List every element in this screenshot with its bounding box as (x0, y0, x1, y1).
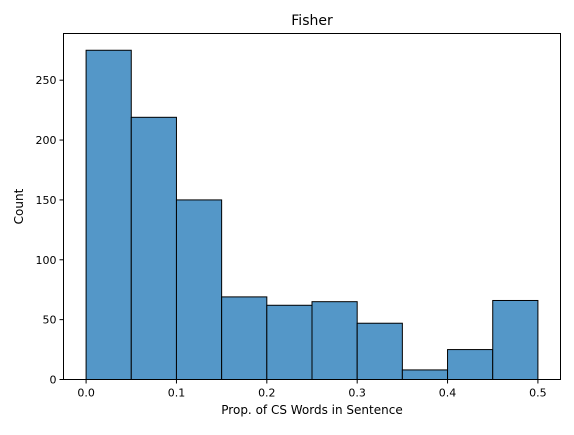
y-tick-label: 50 (43, 314, 57, 327)
histogram-bar (492, 299, 539, 380)
x-tick-label: 0.4 (439, 387, 457, 400)
histogram-bar (401, 369, 449, 381)
x-axis-label: Prop. of CS Words in Sentence (221, 403, 402, 417)
y-tick-label: 100 (36, 254, 57, 267)
x-tick-label: 0.3 (348, 387, 366, 400)
axes-frame (63, 33, 561, 380)
histogram-bar (221, 296, 268, 380)
chart-title: Fisher (291, 13, 333, 29)
x-tick-label: 0.1 (168, 387, 186, 400)
x-axis-ticks: 0.0 0.1 0.2 0.3 0.4 0.5 (77, 379, 547, 400)
histogram-bar (130, 116, 177, 381)
y-tick-label: 0 (50, 374, 57, 387)
y-axis-ticks: 0 50 100 150 200 250 (36, 74, 64, 387)
y-tick-label: 250 (36, 74, 57, 87)
y-tick-label: 200 (36, 134, 57, 147)
histogram-bar (447, 349, 494, 381)
histogram-bar (85, 49, 132, 381)
histogram-bar (175, 199, 223, 380)
x-tick-label: 0.2 (258, 387, 276, 400)
y-tick-label: 150 (36, 194, 57, 207)
y-axis-label: Count (12, 188, 26, 224)
x-tick-label: 0.5 (529, 387, 547, 400)
x-tick-label: 0.0 (77, 387, 95, 400)
histogram-bar (266, 304, 313, 381)
bars-group (85, 49, 539, 381)
histogram-bar (311, 301, 358, 380)
histogram-bar (356, 322, 403, 380)
